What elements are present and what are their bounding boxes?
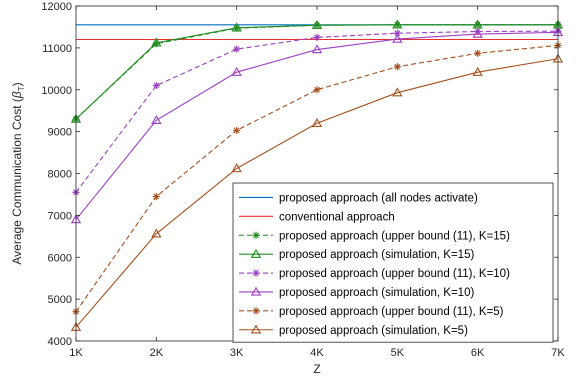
legend-label: proposed approach (simulation, K=10)	[279, 287, 474, 299]
data-point	[311, 117, 323, 127]
legend-marker	[252, 269, 260, 277]
data-point	[152, 81, 160, 90]
legend-label: conventional approach	[279, 211, 395, 223]
legend-entry: proposed approach (upper bound (11), K=1…	[239, 230, 510, 242]
x-tick-label: 3K	[230, 347, 244, 359]
data-point	[233, 126, 241, 134]
data-point	[152, 192, 160, 201]
legend-entry: proposed approach (upper bound (11), K=1…	[239, 268, 510, 280]
legend-label: proposed approach (upper bound (11), K=1…	[279, 230, 510, 242]
legend-label: proposed approach (all nodes activate)	[279, 192, 478, 204]
data-point	[151, 37, 162, 47]
data-point	[151, 115, 162, 125]
y-tick-label: 10000	[41, 85, 72, 97]
data-point	[231, 66, 242, 76]
y-tick-label: 4000	[48, 336, 72, 348]
data-point	[231, 22, 242, 32]
x-tick-label: 6K	[471, 347, 485, 359]
data-point	[392, 87, 403, 97]
data-point	[311, 44, 323, 54]
series-layer	[70, 19, 564, 331]
y-axis-label: Average Communication Cost (βT)	[10, 82, 26, 264]
legend-marker	[250, 286, 262, 296]
legend-marker	[250, 324, 262, 334]
data-point	[311, 19, 323, 29]
y-tick-label: 11000	[42, 43, 72, 55]
legend-label: proposed approach (simulation, K=5)	[279, 325, 468, 337]
x-tick-label: 4K	[310, 347, 324, 359]
x-tick-label: 1K	[69, 347, 83, 359]
data-point	[472, 28, 483, 38]
y-axis-ticks: 4000 5000 6000 7000 8000 9000 10000 11000 12000	[41, 1, 558, 348]
data-point	[313, 33, 321, 42]
legend-entry: proposed approach (all nodes activate)	[239, 192, 478, 204]
x-axis-ticks: 1K 2K 3K 4K 5K 6K 7K	[69, 6, 565, 359]
data-point	[231, 163, 242, 173]
legend: proposed approach (all nodes activate) co…	[232, 182, 554, 343]
legend-box	[232, 182, 554, 343]
legend-entry: proposed approach (upper bound (11), K=5…	[239, 306, 504, 318]
data-point	[393, 63, 401, 71]
y-tick-label: 12000	[41, 1, 72, 13]
data-point	[474, 49, 482, 57]
legend-label: proposed approach (upper bound (11), K=1…	[279, 268, 510, 280]
series-line	[75, 58, 559, 328]
legend-marker	[250, 248, 262, 258]
legend-label: proposed approach (upper bound (11), K=5…	[279, 306, 504, 318]
legend-marker	[252, 231, 260, 239]
data-point	[233, 45, 241, 53]
y-tick-label: 6000	[48, 252, 72, 264]
x-tick-label: 7K	[551, 347, 565, 359]
data-point	[151, 228, 162, 238]
legend-entry: proposed approach (simulation, K=5)	[239, 324, 468, 337]
legend-entry: proposed approach (simulation, K=10)	[239, 286, 474, 299]
x-tick-label: 2K	[150, 347, 164, 359]
data-point	[392, 33, 403, 43]
legend-entry: proposed approach (simulation, K=15)	[239, 248, 474, 261]
series-line	[75, 31, 559, 220]
y-tick-label: 5000	[48, 294, 72, 306]
legend-marker	[252, 307, 260, 315]
legend-entry: conventional approach	[239, 211, 395, 223]
y-tick-label: 9000	[48, 127, 72, 139]
data-point	[472, 66, 483, 76]
x-axis-label: Z	[313, 362, 320, 376]
data-point	[392, 19, 403, 29]
series-line	[75, 24, 558, 120]
legend-label: proposed approach (simulation, K=15)	[279, 249, 474, 261]
series-line	[75, 30, 559, 193]
y-tick-label: 7000	[48, 210, 72, 222]
x-tick-label: 5K	[391, 347, 405, 359]
y-tick-label: 8000	[48, 169, 72, 181]
data-point	[313, 86, 321, 94]
